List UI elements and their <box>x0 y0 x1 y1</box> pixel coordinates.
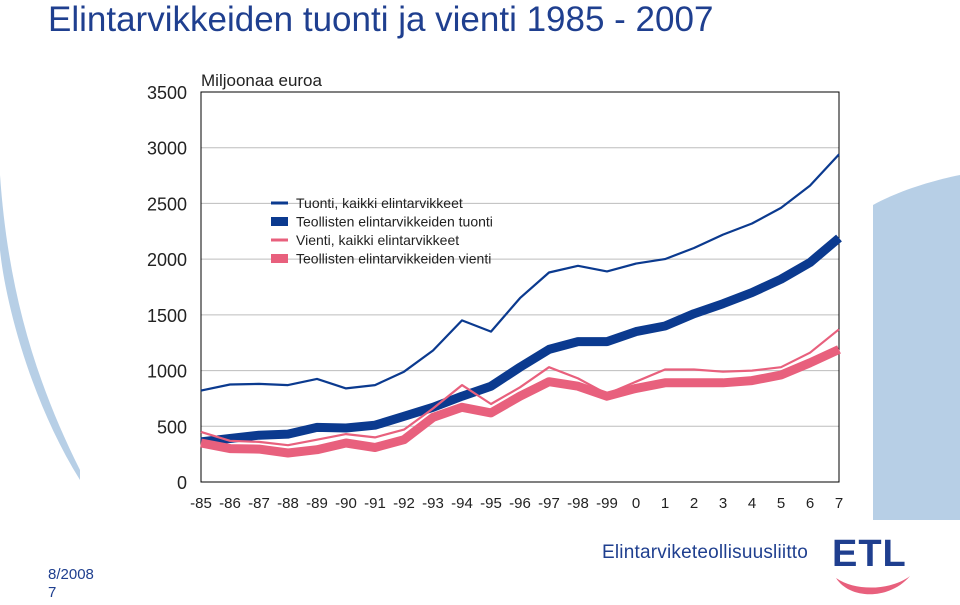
legend-swatch-1 <box>271 201 288 205</box>
y-tick-label: 500 <box>157 417 187 437</box>
series-line-2 <box>200 234 842 447</box>
legend-swatch-4 <box>271 254 288 263</box>
y-tick-label: 1500 <box>147 306 187 326</box>
x-tick-label: -87 <box>248 495 270 512</box>
x-tick-label: -92 <box>393 495 415 512</box>
legend-swatch-3 <box>271 238 288 242</box>
legend-label-4: Teollisten elintarvikkeiden vienti <box>296 251 491 267</box>
decorative-left-swoosh <box>0 175 80 480</box>
x-tick-label: -91 <box>364 495 386 512</box>
x-tick-label: 7 <box>835 495 843 512</box>
x-tick-label: -88 <box>277 495 299 512</box>
series-line-3 <box>200 328 840 447</box>
y-axis-ticks: 0 500 1000 1500 2000 2500 3000 3500 <box>147 83 187 493</box>
x-tick-label: -85 <box>190 495 212 512</box>
legend-label-2: Teollisten elintarvikkeiden tuonti <box>296 214 493 230</box>
x-tick-label: -97 <box>538 495 560 512</box>
legend-label-1: Tuonti, kaikki elintarvikkeet <box>296 195 463 211</box>
x-tick-label: 1 <box>661 495 669 512</box>
x-tick-label: 6 <box>806 495 814 512</box>
slide-title: Elintarvikkeiden tuonti ja vienti 1985 -… <box>48 0 714 39</box>
footer-page-number: 7 <box>48 584 57 601</box>
legend-swatch-2 <box>271 217 288 226</box>
y-tick-label: 1000 <box>147 362 187 382</box>
x-tick-label: -93 <box>422 495 444 512</box>
decorative-right-shape <box>873 175 960 520</box>
series-line-1 <box>200 153 840 392</box>
y-axis-unit-label: Miljoonaa euroa <box>201 71 323 90</box>
x-tick-label: 0 <box>632 495 640 512</box>
x-axis-ticks: -85 -86 -87 -88 -89 -90 -91 -92 -93 -94 -95 -96 -97-… <box>190 495 843 512</box>
x-tick-label: -94 <box>451 495 473 512</box>
x-tick-label: -99 <box>596 495 618 512</box>
x-tick-label: -86 <box>219 495 241 512</box>
line-chart: 0 500 1000 1500 2000 2500 3000 3500 -85 -86 -87 -8… <box>0 71 960 520</box>
y-tick-label: 2000 <box>147 250 187 270</box>
x-tick-label: -90 <box>335 495 357 512</box>
x-tick-label: 2 <box>690 495 698 512</box>
etl-logo-text: ETL <box>832 533 907 575</box>
etl-logo: ETL <box>832 533 910 595</box>
y-tick-label: 0 <box>177 473 187 493</box>
etl-logo-smile <box>836 576 910 595</box>
x-tick-label: 4 <box>748 495 756 512</box>
chart-series <box>200 153 842 458</box>
footer-date: 8/2008 <box>48 566 94 583</box>
series-line-4 <box>200 345 841 458</box>
legend-label-3: Vienti, kaikki elintarvikkeet <box>296 232 459 248</box>
x-tick-label: -95 <box>480 495 502 512</box>
x-tick-label: -96 <box>509 495 531 512</box>
x-tick-label: 5 <box>777 495 785 512</box>
plot-area-frame <box>200 91 840 483</box>
x-tick-label: -98 <box>567 495 589 512</box>
chart-legend: Tuonti, kaikki elintarvikkeet Teollisten … <box>271 195 493 267</box>
brand-name: Elintarviketeollisuusliitto <box>602 542 809 563</box>
y-tick-label: 3500 <box>147 83 187 103</box>
y-tick-label: 2500 <box>147 194 187 214</box>
x-tick-label: 3 <box>719 495 727 512</box>
y-tick-label: 3000 <box>147 139 187 159</box>
x-tick-label: -89 <box>306 495 328 512</box>
